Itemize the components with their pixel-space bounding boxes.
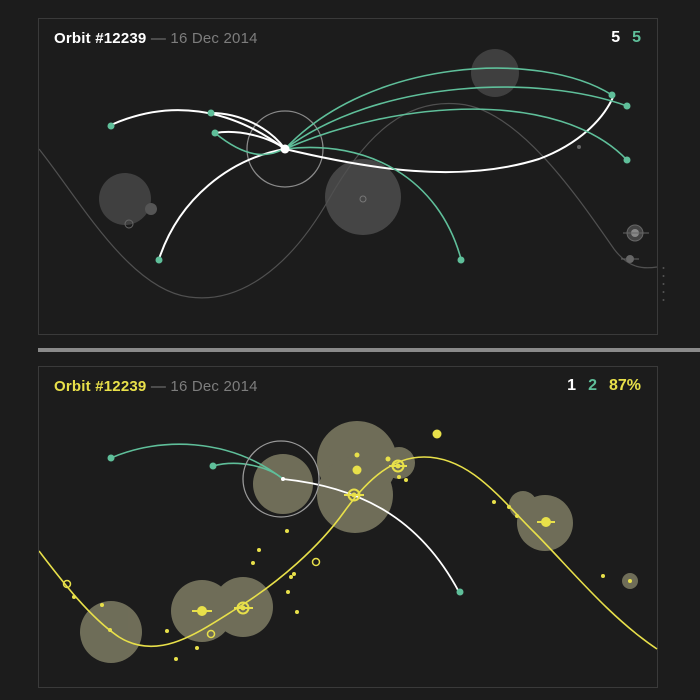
orbit-name: Orbit #12239 (54, 378, 147, 395)
scatter-dot (404, 478, 408, 482)
node-green[interactable] (623, 156, 631, 164)
scatter-dots (72, 429, 632, 661)
scatter-dot (397, 475, 401, 479)
node-green[interactable] (107, 454, 115, 462)
hollow-dots (62, 557, 321, 639)
bubble (99, 173, 151, 225)
orbit-link-white (110, 109, 286, 150)
bubble (145, 203, 157, 215)
scatter-dot (352, 465, 362, 475)
scatter-dot (165, 629, 169, 633)
scatter-dot (432, 429, 442, 439)
orbit-panel-bottom: Orbit #12239 — 16 Dec 2014 1 2 87% (38, 366, 658, 688)
orbit-counts: 5 5 (611, 29, 641, 47)
orbit-link-green (212, 462, 284, 480)
bubble (577, 145, 581, 149)
background-wave (39, 102, 658, 299)
bubble (359, 195, 367, 203)
hub-ring (242, 440, 320, 518)
node-green[interactable] (209, 462, 217, 470)
scatter-dot (292, 572, 296, 576)
node-green[interactable] (457, 256, 465, 264)
bubble (325, 159, 401, 235)
orbit-link-white (210, 112, 286, 150)
orbit-link-white (282, 478, 460, 593)
count-white: 5 (611, 29, 621, 46)
hollow-dot (62, 579, 72, 589)
scatter-dot (289, 575, 293, 579)
bubble (253, 454, 313, 514)
scatter-dot (251, 561, 255, 565)
scatter-dot (492, 500, 496, 504)
orbit-link-green (284, 86, 628, 150)
scatter-dot (108, 628, 112, 632)
planet-marker[interactable] (234, 601, 253, 615)
count-white: 1 (567, 377, 577, 394)
scatter-dot (601, 574, 605, 578)
node-green[interactable] (456, 588, 464, 596)
title-separator: — (150, 30, 167, 47)
scatter-dot (174, 657, 178, 661)
scatter-dot (507, 505, 511, 509)
scatter-dot (515, 514, 519, 518)
node-green[interactable] (623, 102, 631, 110)
orbit-counts: 1 2 87% (567, 377, 641, 395)
node-green[interactable] (207, 109, 215, 117)
scatter-dot (100, 603, 104, 607)
orbit-diagram-top (39, 49, 658, 299)
orbit-link-white (158, 148, 286, 260)
bubble (383, 447, 415, 479)
scatter-dot (72, 595, 76, 599)
orbit-date: 16 Dec 2014 (170, 30, 258, 47)
panel-title: Orbit #12239 — 16 Dec 2014 (54, 30, 258, 47)
node-green[interactable] (211, 129, 219, 137)
hollow-dot (206, 629, 216, 639)
scatter-dot (295, 610, 299, 614)
panel-title: Orbit #12239 — 16 Dec 2014 (54, 378, 258, 395)
orbit-name: Orbit #12239 (54, 30, 147, 47)
node-green[interactable] (608, 91, 616, 99)
scatter-dot (285, 529, 289, 533)
orbit-panel-top: Orbit #12239 — 16 Dec 2014 5 5 (38, 18, 658, 335)
hub-ring (246, 110, 324, 188)
scatter-dot (257, 548, 261, 552)
title-separator: — (150, 378, 167, 395)
panel-divider (38, 348, 700, 352)
orbit-link-green (284, 146, 462, 260)
node-green[interactable] (155, 256, 163, 264)
planet-marker[interactable] (192, 606, 212, 616)
orbit-link-green (110, 443, 284, 480)
orbit-date: 16 Dec 2014 (170, 378, 258, 395)
bubble-group (80, 421, 638, 663)
bubble (124, 219, 134, 229)
orbit-link-green (284, 67, 613, 150)
orbit-curve-yellow (39, 456, 658, 650)
orbit-link-white (214, 131, 286, 150)
scatter-dot (354, 452, 360, 458)
count-percent: 87% (608, 377, 641, 394)
orbit-link-green (284, 108, 628, 161)
planet-marker[interactable] (537, 517, 555, 527)
scatter-dot (195, 646, 199, 650)
planet-marker[interactable] (344, 488, 364, 502)
bubble (471, 49, 519, 97)
scatter-dot (628, 579, 632, 583)
orbit-link-white (284, 94, 615, 174)
hollow-dot (311, 557, 321, 567)
scatter-dot (385, 456, 391, 462)
count-green: 5 (632, 29, 641, 46)
hub-node[interactable] (281, 477, 285, 481)
count-green: 2 (588, 377, 597, 394)
planet-marker[interactable] (389, 459, 407, 473)
hub-node[interactable] (280, 144, 290, 154)
scatter-dot (286, 590, 290, 594)
node-green[interactable] (107, 122, 115, 130)
orbit-diagram-bottom (39, 421, 658, 663)
scroll-indicator[interactable] (662, 265, 665, 305)
